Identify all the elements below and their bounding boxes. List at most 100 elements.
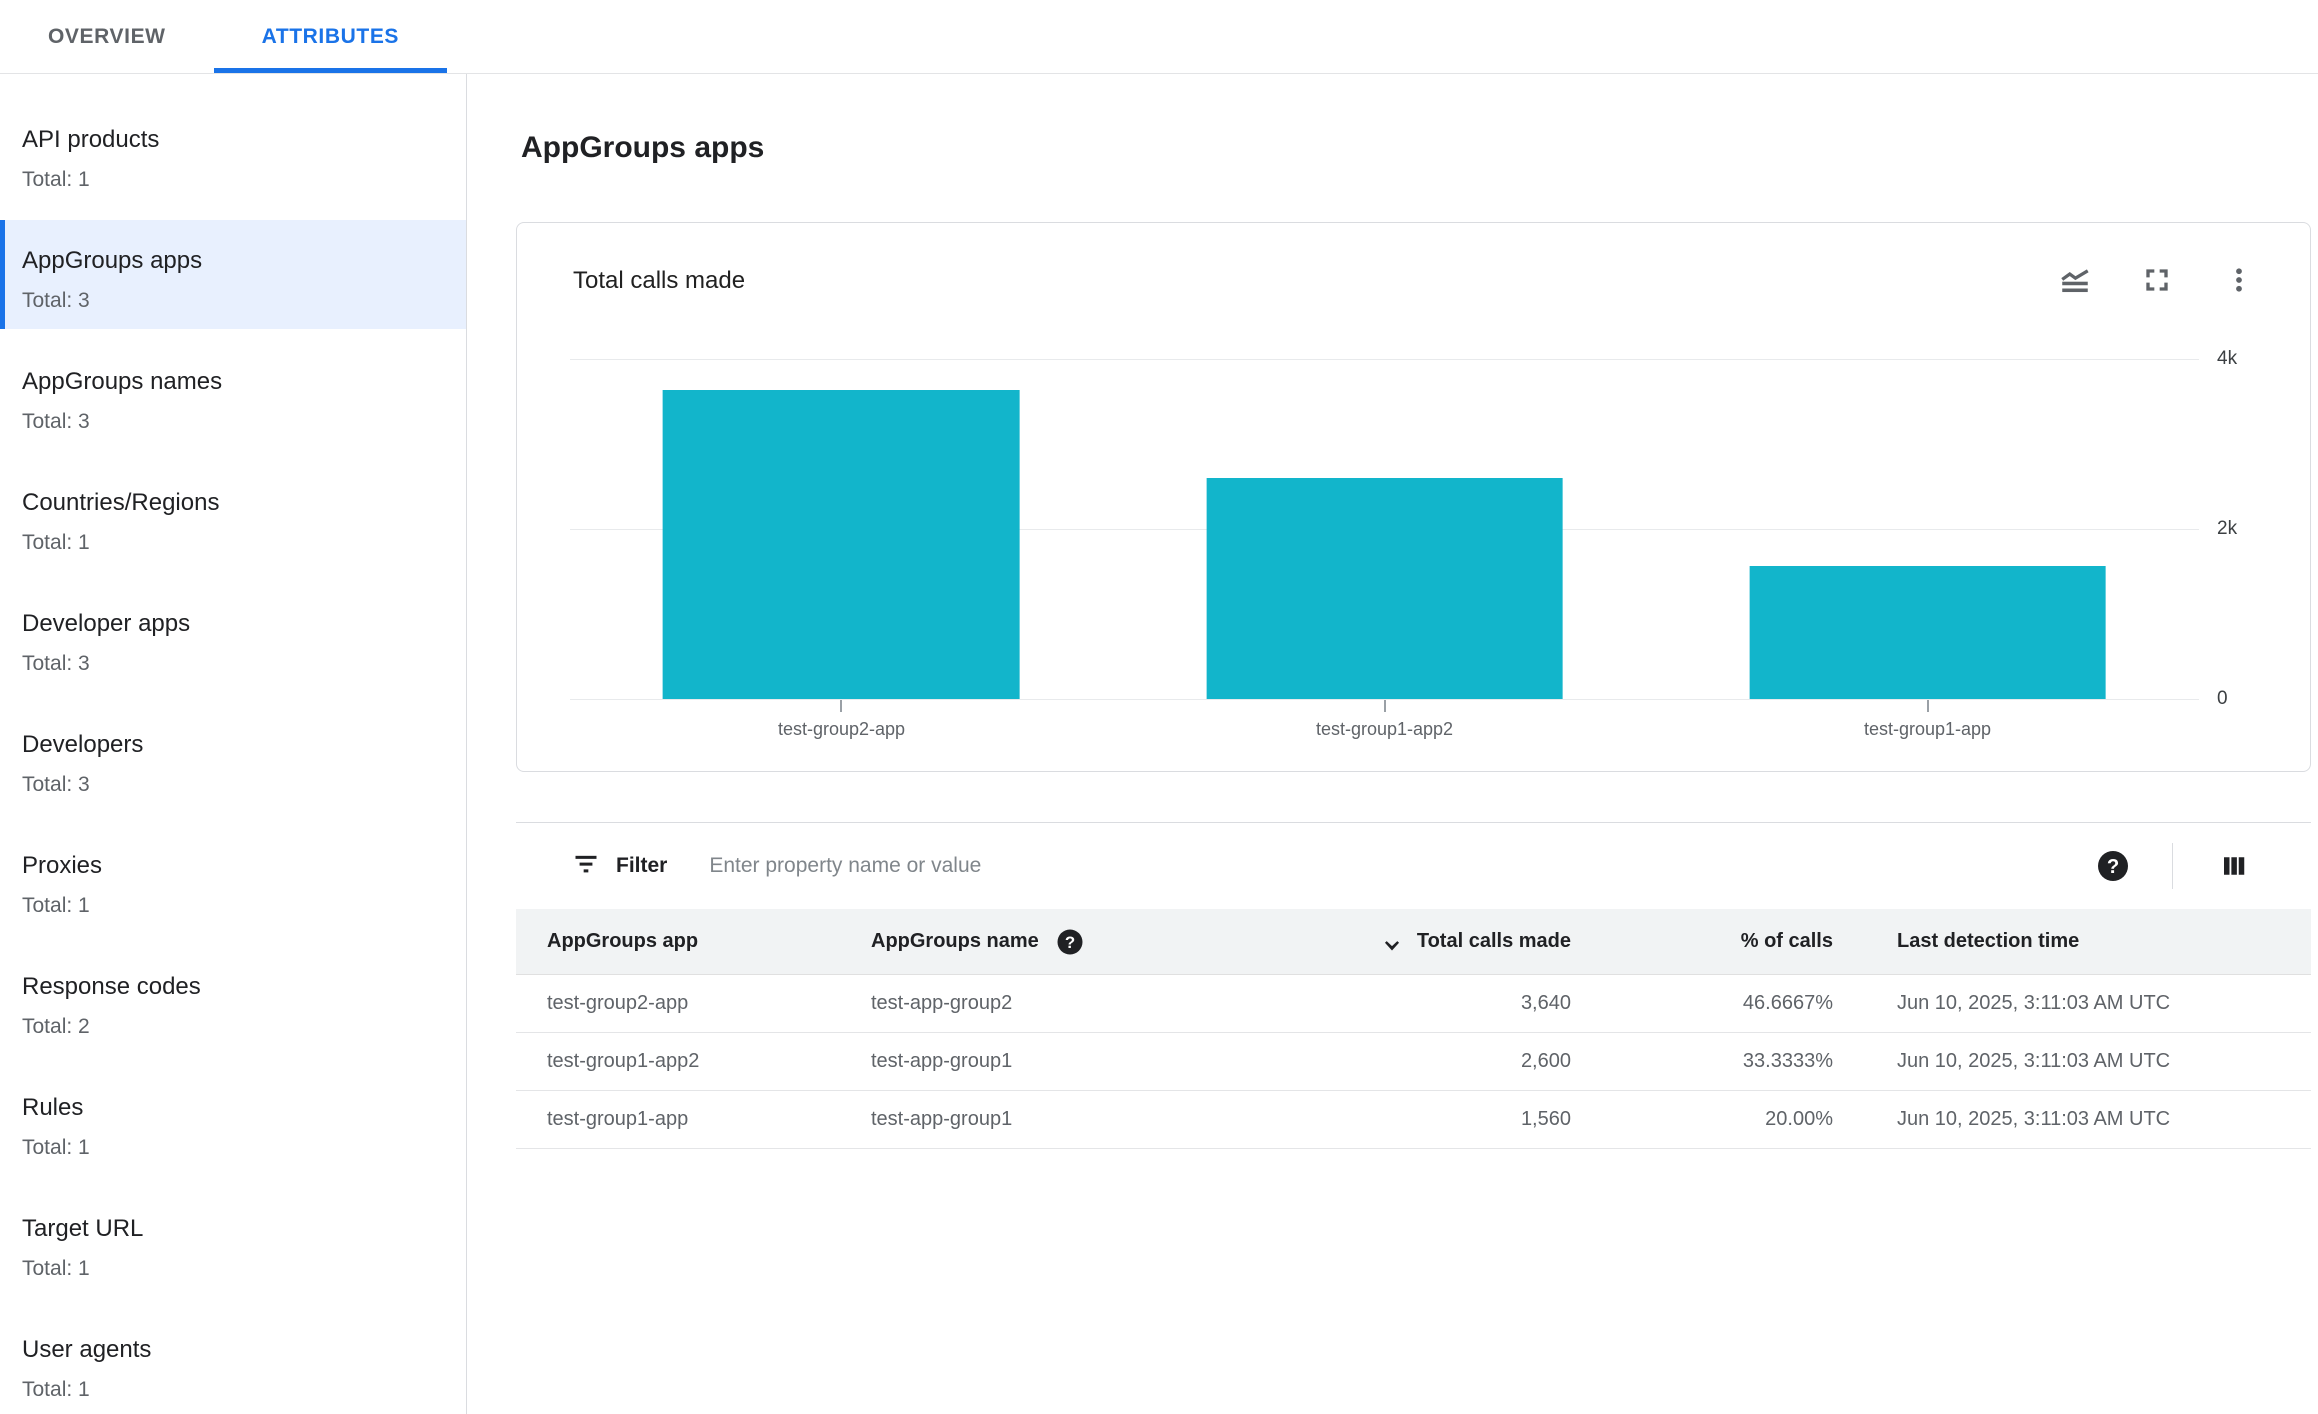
table-header: AppGroups app AppGroups name ? xyxy=(516,909,2311,975)
column-settings-icon[interactable] xyxy=(2215,847,2253,885)
main-content: AppGroups apps Total calls made xyxy=(467,74,2318,1414)
cell-total-calls: 1,560 xyxy=(1520,1108,1571,1130)
sidebar-item-total: Total: 1 xyxy=(22,1136,90,1159)
sidebar-item-label: Target URL xyxy=(22,1215,144,1242)
x-axis-tick xyxy=(1383,700,1386,712)
cell-appgroups-name: test-app-group1 xyxy=(871,1108,1013,1130)
chart-card-actions xyxy=(2056,261,2258,299)
table-section: Filter ? AppGro xyxy=(516,822,2311,1149)
cell-pct-calls: 46.6667% xyxy=(1742,992,1833,1014)
sidebar-item-label: Countries/Regions xyxy=(22,489,220,516)
x-axis-tick xyxy=(840,700,843,712)
cell-last-detection: Jun 10, 2025, 3:11:03 AM UTC xyxy=(1897,992,2171,1014)
filter-icon xyxy=(572,850,600,883)
sidebar-item-total: Total: 1 xyxy=(22,894,90,917)
sidebar: API products Total: 1 AppGroups apps Tot… xyxy=(0,74,467,1414)
x-axis-label: test-group2-app xyxy=(777,719,906,739)
cell-total-calls: 2,600 xyxy=(1520,1050,1571,1072)
sidebar-item-label: AppGroups names xyxy=(22,368,223,395)
cell-appgroups-name: test-app-group1 xyxy=(871,1050,1013,1072)
col-header-appgroups-app[interactable]: AppGroups app xyxy=(547,930,699,952)
sidebar-item-total: Total: 3 xyxy=(22,289,90,312)
bar-test-group1-app[interactable] xyxy=(1749,566,2106,699)
bar-test-group2-app[interactable] xyxy=(663,389,1020,699)
sidebar-item-developers[interactable]: Developers Total: 3 xyxy=(0,704,466,813)
y-axis-tick-label: 4k xyxy=(2217,348,2238,369)
x-axis-tick xyxy=(1926,700,1929,712)
cell-appgroups-app: test-group1-app2 xyxy=(547,1050,700,1072)
tab-overview[interactable]: OVERVIEW xyxy=(48,24,166,48)
svg-text:?: ? xyxy=(2107,856,2119,878)
col-header-appgroups-name-label: AppGroups name xyxy=(871,930,1039,952)
col-header-total-calls-label: Total calls made xyxy=(1416,930,1571,952)
table-row: test-group2-app test-app-group2 3,640 46… xyxy=(516,975,2311,1033)
cell-last-detection: Jun 10, 2025, 3:11:03 AM UTC xyxy=(1897,1050,2171,1072)
stacked-line-chart-icon[interactable] xyxy=(2056,261,2094,299)
col-header-pct-calls[interactable]: % of calls xyxy=(1740,930,1833,952)
table-body: test-group2-app test-app-group2 3,640 46… xyxy=(516,975,2311,1149)
sidebar-item-label: Developer apps xyxy=(22,610,191,637)
sidebar-item-label: Developers xyxy=(22,731,144,758)
svg-text:?: ? xyxy=(1065,932,1075,951)
table-row: test-group1-app test-app-group1 1,560 20… xyxy=(516,1091,2311,1149)
page-title: AppGroups apps xyxy=(521,131,765,164)
sidebar-item-total: Total: 1 xyxy=(22,168,90,191)
tab-bar: OVERVIEW ATTRIBUTES xyxy=(0,0,2318,74)
tab-attributes[interactable]: ATTRIBUTES xyxy=(213,0,448,73)
sidebar-item-label: Response codes xyxy=(22,973,201,1000)
sort-desc-arrow-icon xyxy=(1379,929,1405,955)
chart-title: Total calls made xyxy=(573,267,746,294)
fullscreen-icon[interactable] xyxy=(2138,261,2176,299)
sidebar-item-proxies[interactable]: Proxies Total: 1 xyxy=(0,825,466,934)
page-body: API products Total: 1 AppGroups apps Tot… xyxy=(0,74,2318,1414)
sidebar-item-appgroups-names[interactable]: AppGroups names Total: 3 xyxy=(0,341,466,450)
sidebar-item-total: Total: 3 xyxy=(22,652,90,675)
sidebar-item-response-codes[interactable]: Response codes Total: 2 xyxy=(0,946,466,1055)
chart-gridline xyxy=(570,699,2199,700)
cell-appgroups-app: test-group2-app xyxy=(547,992,689,1014)
bar-test-group1-app2[interactable] xyxy=(1206,478,1563,699)
sidebar-item-appgroups-apps[interactable]: AppGroups apps Total: 3 xyxy=(0,220,466,329)
cell-pct-calls: 20.00% xyxy=(1765,1108,1833,1130)
sidebar-item-developer-apps[interactable]: Developer apps Total: 3 xyxy=(0,583,466,692)
filter-help-icon[interactable]: ? xyxy=(2094,847,2132,885)
sidebar-item-total: Total: 1 xyxy=(22,531,90,554)
sidebar-item-total: Total: 3 xyxy=(22,410,90,433)
sidebar-item-total: Total: 1 xyxy=(22,1257,90,1280)
y-axis-tick-label: 0 xyxy=(2217,688,2228,709)
cell-last-detection: Jun 10, 2025, 3:11:03 AM UTC xyxy=(1897,1108,2171,1130)
sidebar-item-label: Proxies xyxy=(22,852,103,879)
appgroups-name-help-icon[interactable]: ? xyxy=(1055,927,1085,957)
sidebar-item-api-products[interactable]: API products Total: 1 xyxy=(0,99,466,208)
sidebar-item-label: User agents xyxy=(22,1336,152,1363)
cell-pct-calls: 33.3333% xyxy=(1742,1050,1833,1072)
cell-total-calls: 3,640 xyxy=(1520,992,1571,1014)
filter-label: Filter xyxy=(616,854,668,877)
sidebar-item-rules[interactable]: Rules Total: 1 xyxy=(0,1067,466,1176)
filter-row: Filter ? xyxy=(516,823,2311,909)
filter-divider xyxy=(2172,843,2173,889)
chart-xlabels: test-group2-app test-group1-app2 test-grou… xyxy=(570,719,2199,745)
x-axis-label: test-group1-app xyxy=(1863,719,1992,739)
sidebar-item-label: AppGroups apps xyxy=(22,247,203,274)
col-header-appgroups-name[interactable]: AppGroups name ? xyxy=(871,927,1351,957)
sidebar-item-label: API products xyxy=(22,126,160,153)
sidebar-item-total: Total: 2 xyxy=(22,1015,90,1038)
sidebar-item-countries-regions[interactable]: Countries/Regions Total: 1 xyxy=(0,462,466,571)
filter-input[interactable] xyxy=(709,854,2094,878)
chart-card: Total calls made xyxy=(516,222,2311,772)
x-axis-label: test-group1-app2 xyxy=(1315,719,1454,739)
sidebar-item-user-agents[interactable]: User agents Total: 1 xyxy=(0,1309,466,1414)
cell-appgroups-app: test-group1-app xyxy=(547,1108,689,1130)
sidebar-item-total: Total: 1 xyxy=(22,1378,90,1401)
table-row: test-group1-app2 test-app-group1 2,600 3… xyxy=(516,1033,2311,1091)
cell-appgroups-name: test-app-group2 xyxy=(871,992,1013,1014)
sidebar-item-label: Rules xyxy=(22,1094,84,1121)
sidebar-item-total: Total: 3 xyxy=(22,773,90,796)
chart-gridline xyxy=(570,359,2199,360)
sidebar-item-target-url[interactable]: Target URL Total: 1 xyxy=(0,1188,466,1297)
col-header-last-detection[interactable]: Last detection time xyxy=(1897,930,2080,952)
col-header-total-calls[interactable]: Total calls made xyxy=(1351,929,1571,955)
chart-plot: 0 2k 4k xyxy=(570,348,2237,712)
more-vert-icon[interactable] xyxy=(2220,261,2258,299)
